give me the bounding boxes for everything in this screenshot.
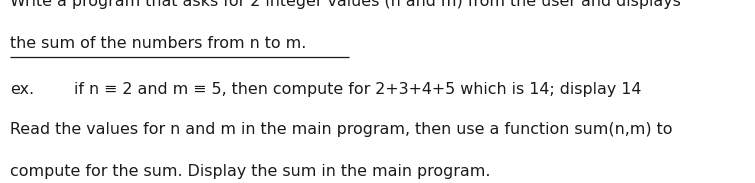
Text: Write a program that asks for 2 integer values (n and m) from the user and displ: Write a program that asks for 2 integer … xyxy=(10,0,681,9)
Text: if n ≡ 2 and m ≡ 5, then compute for 2+3+4+5 which is 14; display 14: if n ≡ 2 and m ≡ 5, then compute for 2+3… xyxy=(74,82,641,97)
Text: compute for the sum. Display the sum in the main program.: compute for the sum. Display the sum in … xyxy=(10,164,490,179)
Text: ex.: ex. xyxy=(10,82,34,97)
Text: Read the values for n and m in the main program, then use a function sum(n,m) to: Read the values for n and m in the main … xyxy=(10,122,672,137)
Text: the sum of the numbers from n to m.: the sum of the numbers from n to m. xyxy=(10,36,307,51)
